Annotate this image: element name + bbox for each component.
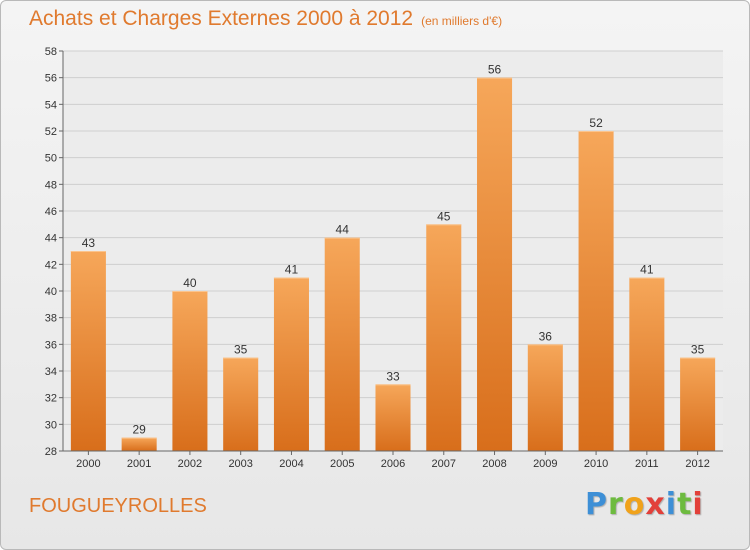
bar <box>172 291 208 451</box>
bar <box>375 384 411 451</box>
x-tick-label: 2006 <box>381 458 405 470</box>
chart-subtitle: (en milliers d'€) <box>421 14 503 28</box>
bar-value-label: 29 <box>132 423 146 437</box>
bar <box>680 357 716 451</box>
bar <box>629 277 665 451</box>
logo-letter: i <box>692 487 704 522</box>
x-tick-label: 2008 <box>482 458 506 470</box>
bar <box>578 131 614 451</box>
logo-letter: t <box>677 487 693 522</box>
y-tick-label: 36 <box>45 339 57 351</box>
bar-value-label: 41 <box>285 263 299 277</box>
y-tick-label: 44 <box>45 233 57 245</box>
y-tick-label: 34 <box>45 366 57 378</box>
y-tick-label: 28 <box>45 446 57 458</box>
x-tick-label: 2001 <box>127 458 151 470</box>
chart-title-text: Achats et Charges Externes 2000 à 2012 <box>29 7 414 30</box>
bar-value-label: 41 <box>640 263 654 277</box>
bar-value-label: 35 <box>234 343 248 357</box>
y-tick-label: 54 <box>45 99 57 111</box>
x-tick-label: 2000 <box>76 458 100 470</box>
x-tick-label: 2004 <box>279 458 303 470</box>
bar-value-label: 45 <box>437 209 451 223</box>
y-tick-label: 48 <box>45 179 57 191</box>
bars: 43 29 40 35 41 44 33 45 56 36 52 41 35 <box>70 63 716 452</box>
y-tick-label: 42 <box>45 259 57 271</box>
x-tick-label: 2010 <box>584 458 608 470</box>
bar <box>273 277 309 451</box>
bar <box>121 437 157 451</box>
y-tick-label: 58 <box>45 46 57 58</box>
bar-value-label: 33 <box>386 369 400 383</box>
bar-value-label: 43 <box>82 236 96 250</box>
bar-value-label: 35 <box>691 343 705 357</box>
commune-name: FOUGUEYROLLES <box>29 495 207 517</box>
y-tick-label: 50 <box>45 153 57 165</box>
logo-letter: P <box>585 487 608 522</box>
proxiti-logo: Proxiti <box>585 487 704 522</box>
bar <box>70 251 106 451</box>
bar <box>426 224 462 451</box>
x-tick-label: 2009 <box>533 458 557 470</box>
x-tick-label: 2012 <box>685 458 709 470</box>
axes: 28 30 32 34 36 38 40 42 44 46 48 50 52 54 56 58 2000 2001… <box>45 46 723 470</box>
bar <box>223 357 259 451</box>
x-tick-label: 2002 <box>178 458 202 470</box>
x-tick-label: 2003 <box>228 458 252 470</box>
y-tick-label: 30 <box>45 419 57 431</box>
y-tick-label: 40 <box>45 286 57 298</box>
x-tick-label: 2011 <box>635 458 659 470</box>
bar-value-label: 44 <box>336 223 350 237</box>
x-tick-label: 2007 <box>432 458 456 470</box>
bar <box>527 344 563 451</box>
bar-value-label: 56 <box>488 63 502 77</box>
x-tick-label: 2005 <box>330 458 354 470</box>
bar-value-label: 52 <box>589 116 603 130</box>
bar-value-label: 36 <box>539 329 553 343</box>
y-tick-label: 38 <box>45 313 57 325</box>
bar <box>477 77 513 452</box>
y-tick-label: 46 <box>45 206 57 218</box>
logo-letter: i <box>665 487 678 522</box>
bar <box>324 237 360 451</box>
y-tick-label: 56 <box>45 73 57 85</box>
logo-letter: x <box>645 487 666 522</box>
logo-letter: r <box>608 487 624 522</box>
y-tick-label: 32 <box>45 393 57 405</box>
logo-letter: o <box>623 487 646 522</box>
y-tick-label: 52 <box>45 126 57 138</box>
chart-title: Achats et Charges Externes 2000 à 2012 (e… <box>29 7 502 31</box>
bar-value-label: 40 <box>183 276 197 290</box>
